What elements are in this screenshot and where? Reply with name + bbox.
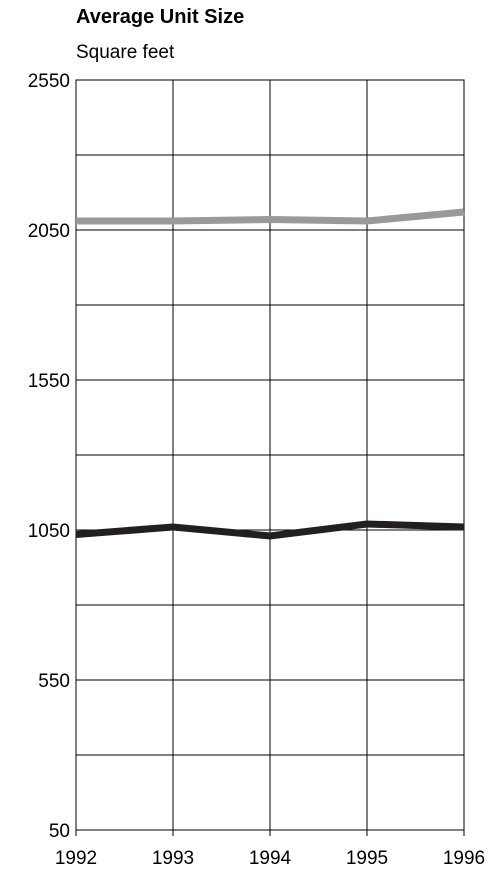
x-tick-label: 1992 (55, 848, 97, 869)
y-tick-label: 2550 (28, 71, 70, 92)
y-tick-label: 50 (49, 821, 70, 842)
series-line-2 (75, 520, 465, 540)
x-tick-label: 1994 (249, 848, 292, 869)
y-axis-label: Square feet (76, 42, 175, 63)
y-tick-label: 1050 (28, 521, 70, 542)
x-tick-label: 1993 (152, 848, 194, 869)
x-tick-label: 1995 (346, 848, 388, 869)
y-tick-label: 1550 (28, 371, 70, 392)
series-line-1 (76, 208, 465, 225)
y-tick-label: 2050 (28, 221, 70, 242)
x-tick-label: 1996 (443, 848, 485, 869)
chart-title: Average Unit Size (76, 6, 245, 28)
y-tick-label: 550 (38, 671, 70, 692)
